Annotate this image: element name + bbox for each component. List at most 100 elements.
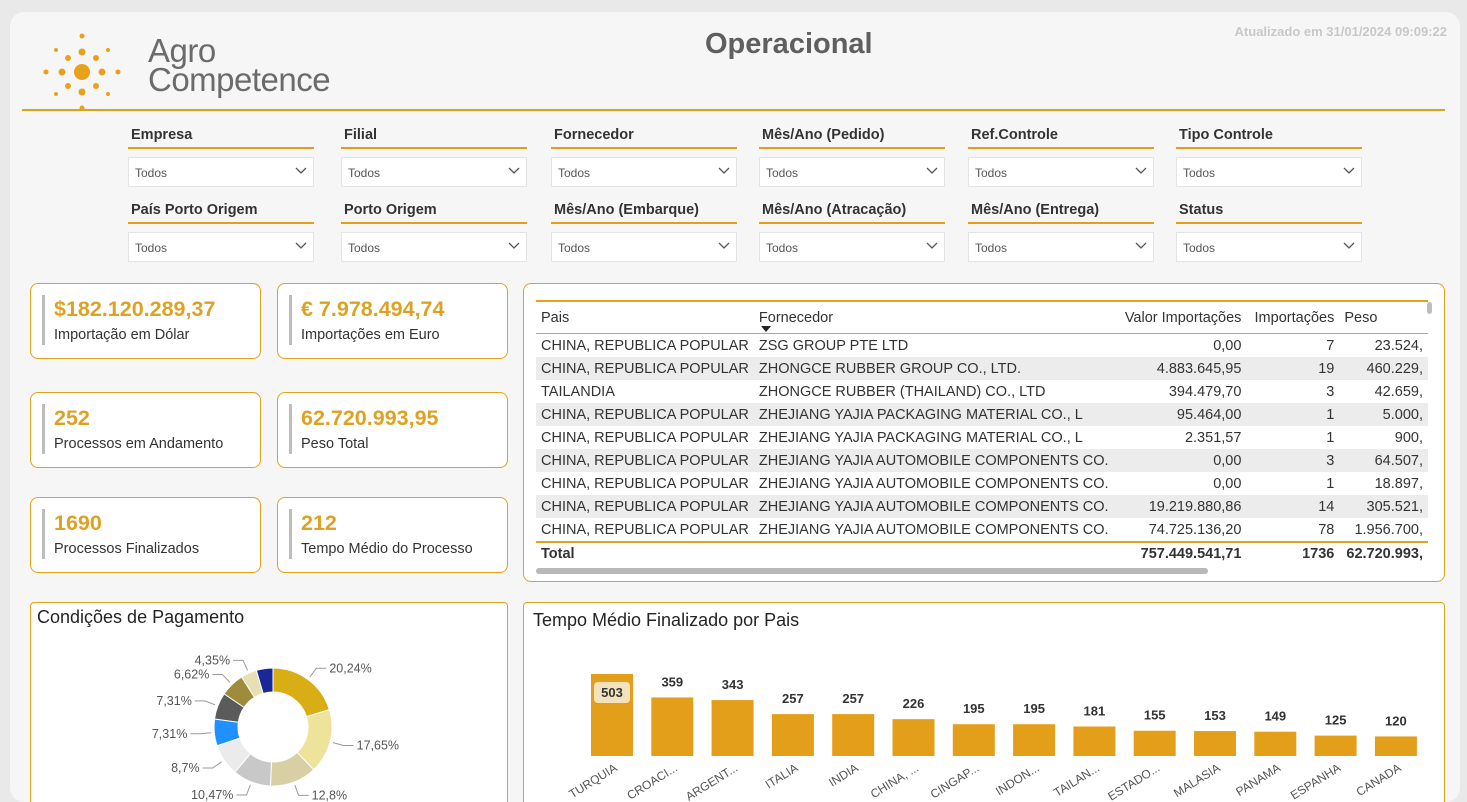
bar[interactable] [1194, 731, 1236, 756]
filter-selected-value: Todos [1183, 166, 1216, 180]
total-cell-fornecedor [753, 541, 1114, 565]
filter-dropdown[interactable]: Todos [759, 157, 945, 187]
column-header-pais[interactable]: Pais [536, 300, 754, 334]
bar-data-label: 343 [722, 677, 744, 692]
payment-conditions-title: Condições de Pagamento [37, 607, 245, 627]
donut-data-label: 4,35% [195, 653, 230, 667]
kpi-card-importacoes-em-euro: € 7.978.494,74 Importações em Euro [277, 283, 508, 359]
donut-data-label: 7,31% [152, 727, 187, 741]
donut-leader-line [332, 742, 354, 746]
cell-importacoes: 19 [1246, 357, 1340, 380]
vertical-scrollbar[interactable] [1427, 302, 1432, 314]
cell-peso: 305.521, [1339, 495, 1428, 518]
table-row[interactable]: CHINA, REPUBLICA POPULAR ZHEJIANG YAJIA P… [536, 426, 1428, 449]
bar[interactable] [1073, 726, 1116, 756]
filter-dropdown[interactable]: Todos [128, 232, 314, 262]
filter-dropdown[interactable]: Todos [759, 232, 945, 262]
filter-underline [341, 222, 527, 224]
cell-importacoes: 3 [1246, 449, 1340, 472]
filter-dropdown[interactable]: Todos [1176, 157, 1362, 187]
imports-table: Pais Fornecedor Valor Importações Import… [536, 300, 1428, 565]
bar[interactable] [1133, 730, 1176, 756]
avg-time-by-country-panel: Tempo Médio Finalizado por Pais 503 TURQU… [523, 602, 1445, 802]
cell-peso: 1.956.700, [1354, 521, 1423, 538]
chevron-down-icon [1135, 242, 1147, 249]
cell-valor: 4.883.645,95 [1113, 357, 1247, 380]
chevron-down-icon [718, 242, 730, 249]
imports-table-visual[interactable]: Pais Fornecedor Valor Importações Import… [523, 283, 1445, 582]
cell-valor: 95.464,00 [1113, 403, 1247, 426]
chevron-down-icon [295, 167, 307, 174]
chevron-down-icon [508, 167, 520, 174]
x-axis-tick-label: CHINA, ... [868, 761, 921, 801]
donut-data-label: 7,31% [156, 694, 191, 708]
kpi-accent-bar [42, 404, 45, 454]
filter-label: Mês/Ano (Entrega) [971, 202, 1100, 218]
table-row[interactable]: CHINA, REPUBLICA POPULAR ZHEJIANG YAJIA A… [536, 449, 1428, 472]
filter-selected-value: Todos [975, 241, 1008, 255]
filter-dropdown[interactable]: Todos [128, 157, 314, 187]
avg-time-by-country-bar-chart[interactable]: 503 TURQUIA 359 CROACI... 343 ARGENT... 257 ITA… [524, 603, 1444, 802]
table-row[interactable]: CHINA, REPUBLICA POPULAR ZHEJIANG YAJIA A… [536, 518, 1428, 542]
kpi-accent-bar [42, 295, 45, 345]
kpi-accent-bar [289, 404, 292, 454]
column-header-peso[interactable]: Peso [1339, 300, 1428, 334]
payment-conditions-donut-chart[interactable]: 20,24% 17,65% 12,8% 10,47% 8,7% 7,31% 7,31% 6,6… [31, 603, 507, 802]
cell-pais: CHINA, REPUBLICA POPULAR [541, 429, 749, 446]
filter-selected-value: Todos [135, 241, 168, 255]
bar-data-label: 153 [1204, 708, 1226, 723]
bar[interactable] [711, 700, 754, 756]
filter-dropdown[interactable]: Todos [1176, 232, 1362, 262]
table-row[interactable]: TAILANDIA ZHONGCE RUBBER (THAILAND) CO., … [536, 380, 1428, 403]
bar[interactable] [1013, 724, 1056, 756]
bar[interactable] [651, 697, 694, 756]
sort-descending-icon [760, 326, 771, 332]
payment-conditions-panel: Condições de Pagamento 20,24% 17,65% 12,8%… [30, 602, 508, 802]
table-row[interactable]: CHINA, REPUBLICA POPULAR ZHEJIANG YAJIA A… [536, 495, 1428, 518]
bar[interactable] [1374, 736, 1417, 756]
filter-underline [968, 222, 1154, 224]
bar[interactable] [771, 714, 814, 756]
column-header-fornecedor[interactable]: Fornecedor [753, 300, 1114, 334]
filter-fornecedor: Fornecedor Todos [551, 127, 737, 187]
filter-dropdown[interactable]: Todos [341, 157, 527, 187]
table-row[interactable]: CHINA, REPUBLICA POPULAR ZSG GROUP PTE LT… [536, 334, 1428, 358]
filter-dropdown[interactable]: Todos [551, 232, 737, 262]
x-axis-tick-label: ITALIA [763, 761, 801, 792]
donut-slice[interactable] [272, 667, 331, 718]
bar[interactable] [892, 719, 935, 756]
cell-importacoes: 14 [1246, 495, 1340, 518]
bar[interactable] [952, 724, 995, 756]
filter-label: Status [1179, 202, 1224, 218]
cell-pais: CHINA, REPUBLICA POPULAR [541, 337, 749, 354]
bar-data-label: 359 [661, 674, 683, 689]
filter-label: Mês/Ano (Embarque) [554, 202, 700, 218]
cell-valor: 2.351,57 [1184, 429, 1242, 446]
bar[interactable] [1314, 735, 1357, 756]
filter-selected-value: Todos [975, 166, 1008, 180]
table-row[interactable]: CHINA, REPUBLICA POPULAR ZHONGCE RUBBER G… [536, 357, 1428, 380]
cell-valor: 0,00 [1213, 475, 1242, 492]
page-title: Operacional [705, 28, 873, 60]
cell-fornecedor: ZSG GROUP PTE LTD [758, 337, 909, 354]
horizontal-scrollbar[interactable] [536, 568, 1208, 574]
column-header-valor[interactable]: Valor Importações [1113, 300, 1247, 334]
x-axis-tick-label: CINGAP... [928, 761, 982, 802]
filter-dropdown[interactable]: Todos [551, 157, 737, 187]
filter-label: Filial [344, 127, 378, 143]
donut-data-label: 20,24% [329, 661, 371, 675]
filter-dropdown[interactable]: Todos [968, 157, 1154, 187]
filter-dropdown[interactable]: Todos [341, 232, 527, 262]
table-row[interactable]: CHINA, REPUBLICA POPULAR ZHEJIANG YAJIA P… [536, 403, 1428, 426]
bar[interactable] [1254, 731, 1297, 756]
column-header-importacoes[interactable]: Importações [1246, 300, 1340, 334]
table-row[interactable]: CHINA, REPUBLICA POPULAR ZHEJIANG YAJIA A… [536, 472, 1428, 495]
bar-data-label: 195 [1023, 701, 1045, 716]
filter-selected-value: Todos [558, 166, 591, 180]
bar[interactable] [832, 714, 875, 756]
filter-selected-value: Todos [766, 166, 799, 180]
donut-slice[interactable] [255, 667, 274, 695]
kpi-card-processos-finalizados: 1690 Processos Finalizados [30, 497, 261, 573]
filter-dropdown[interactable]: Todos [968, 232, 1154, 262]
bar-data-label: 503 [601, 685, 623, 700]
